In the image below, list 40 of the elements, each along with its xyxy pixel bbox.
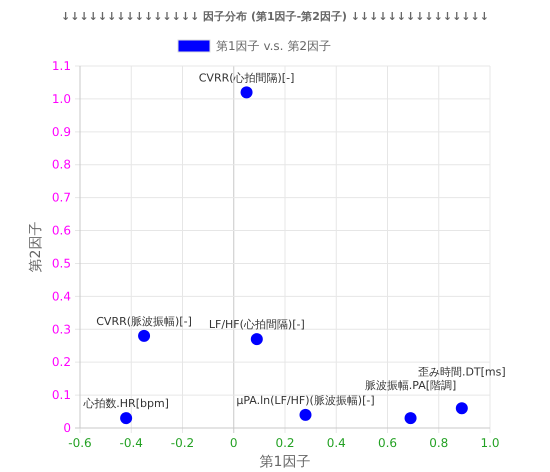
y-tick-label: 0.3	[52, 322, 71, 336]
annotation: μPA.ln(LF/HF)(脈波振幅)[-]	[236, 394, 375, 407]
annotation: 脈波振幅.PA[階調]	[364, 379, 456, 392]
point	[250, 333, 263, 346]
point	[138, 330, 150, 342]
x-tick-label: 0.2	[275, 436, 295, 450]
point	[404, 412, 417, 424]
x-tick-label: 0	[230, 436, 238, 450]
y-tick-label: 0.5	[52, 256, 71, 270]
annotation: 心拍数.HR[bpm]	[82, 397, 169, 410]
x-axis-title: 第1因子	[260, 454, 310, 470]
x-tick-label: -0.4	[120, 436, 143, 450]
x-tick-label: 0.4	[326, 436, 346, 450]
legend: 第1因子 v.s. 第2因子	[178, 39, 331, 53]
y-axis-title: 第2因子	[28, 222, 44, 272]
x-tick-label: -0.2	[170, 436, 194, 450]
x-tick-label: 1.0	[480, 436, 500, 450]
y-tick-label: 0.8	[52, 158, 71, 172]
y-tick-label: 0.7	[52, 190, 71, 205]
point	[120, 412, 132, 424]
x-tick-label: -0.6	[68, 436, 92, 450]
chart-title: ↓↓↓↓↓↓↓↓↓↓↓↓↓↓↓ 因子分布 (第1因子-第2因子) ↓↓↓↓↓↓↓↓↓↓↓↓↓↓↓	[61, 10, 489, 23]
annotation: CVRR(脈波振幅)[-]	[96, 314, 192, 328]
x-tick-label: 0.6	[378, 436, 398, 450]
annotation: CVRR(心拍間隔)[-]	[198, 71, 294, 84]
annotation: LF/HF(心拍間隔)[-]	[208, 318, 305, 332]
x-tick-label: 0.8	[429, 436, 448, 450]
y-tick-label: 0.9	[52, 124, 71, 139]
y-tick-label: 1.0	[52, 92, 71, 106]
legend-label: 第1因子 v.s. 第2因子	[216, 39, 331, 53]
y-tick-label: 0.2	[52, 355, 71, 370]
point	[300, 408, 312, 421]
y-tick-label: 0.4	[52, 289, 71, 304]
point	[456, 402, 468, 414]
annotation: 歪み時間.DT[ms]	[418, 365, 506, 378]
y-tick-label: 0.6	[52, 224, 71, 238]
point	[240, 86, 253, 98]
y-tick-label: 0.1	[52, 388, 71, 402]
y-tick-label: 1.1	[52, 59, 71, 73]
y-tick-label: 0	[63, 421, 71, 435]
